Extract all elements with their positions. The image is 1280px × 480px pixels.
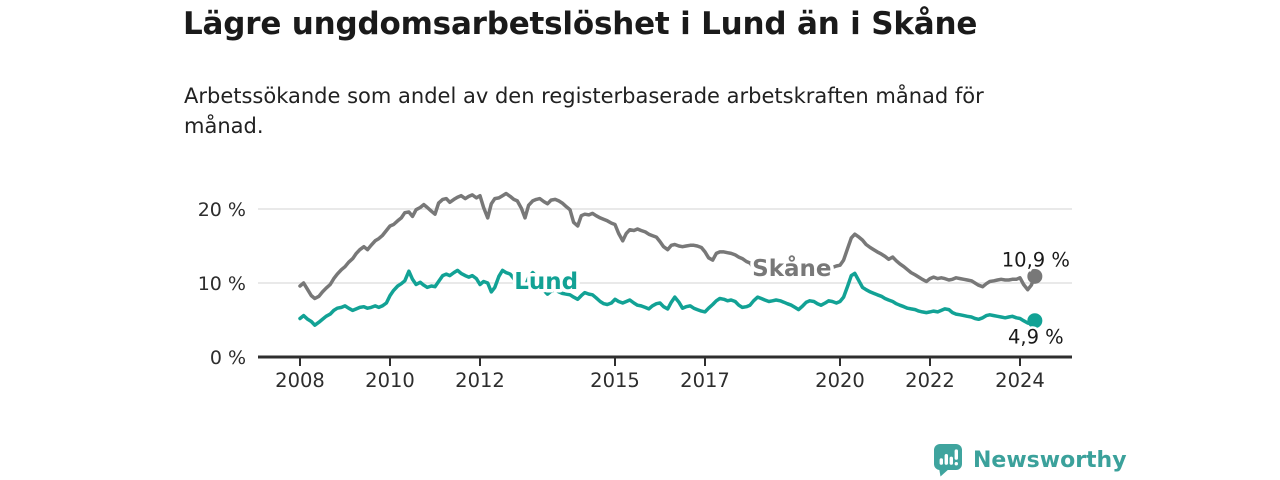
logo-bar-2 — [944, 454, 948, 465]
x-tick-label: 2010 — [365, 369, 415, 392]
y-tick-label: 20 % — [198, 199, 246, 221]
data-series — [298, 191, 1037, 327]
end-dot-skåne — [1027, 268, 1043, 284]
chart-labels: Skåne Lund 10,9 % 4,9 % — [511, 246, 1073, 351]
y-tick-label: 0 % — [210, 347, 246, 369]
gridlines: 0 % 10 % 20 % — [198, 199, 1072, 369]
line-skåne — [298, 191, 1037, 301]
newsworthy-logo-icon — [934, 444, 962, 477]
end-label-skåne: 10,9 % — [1002, 248, 1070, 271]
x-axis: 2008 2010 2012 2015 2017 2020 2022 2024 — [258, 355, 1072, 392]
logo-exclamation-dot — [954, 462, 958, 466]
y-tick-label: 10 % — [198, 273, 246, 295]
line-lund — [298, 268, 1037, 327]
logo-bar-1 — [939, 458, 943, 465]
logo-bar-3 — [949, 456, 953, 465]
logo-exclamation-stroke — [954, 449, 958, 460]
newsworthy-logo[interactable]: Newsworthy — [933, 443, 1127, 478]
series-label-skåne: Skåne — [752, 255, 831, 282]
page-title: Lägre ungdomsarbetslöshet i Lund än i Sk… — [183, 6, 978, 42]
x-tick-label: 2020 — [815, 369, 865, 392]
series-label-lund: Lund — [514, 269, 578, 295]
end-dot-lund — [1027, 313, 1043, 329]
x-tick-label: 2015 — [590, 369, 640, 392]
logo-text: Newsworthy — [973, 448, 1127, 473]
x-tick-label: 2022 — [905, 369, 955, 392]
end-label-lund: 4,9 % — [1008, 326, 1064, 349]
x-tick-label: 2008 — [275, 369, 325, 392]
chart-subtitle: Arbetssökande som andel av den registerb… — [184, 84, 984, 138]
x-tick-label: 2012 — [455, 369, 505, 392]
x-tick-label: 2024 — [995, 369, 1045, 392]
x-tick-label: 2017 — [680, 369, 730, 392]
